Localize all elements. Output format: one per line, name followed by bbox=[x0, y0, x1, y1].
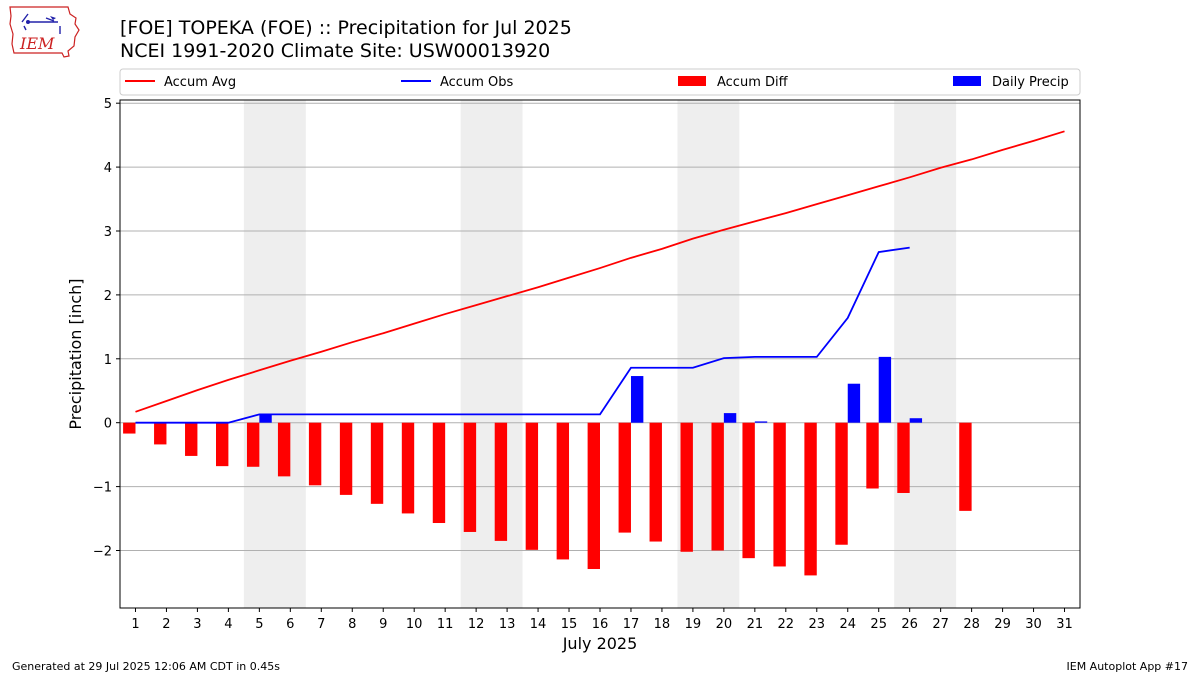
accum-diff-bar bbox=[494, 422, 508, 541]
x-tick-label: 20 bbox=[716, 617, 733, 632]
accum-diff-bar bbox=[525, 422, 539, 550]
daily-precip-bar bbox=[754, 421, 768, 423]
y-tick-label: 3 bbox=[104, 225, 112, 240]
accum-diff-bar bbox=[123, 422, 136, 434]
y-tick-label: 0 bbox=[104, 417, 112, 432]
x-tick-label: 14 bbox=[530, 617, 547, 632]
accum-diff-bar bbox=[680, 422, 693, 552]
y-tick-label: 4 bbox=[104, 161, 112, 176]
plot-frame bbox=[119, 99, 1081, 609]
accum-diff-bar bbox=[897, 422, 910, 493]
x-tick-label: 7 bbox=[317, 617, 325, 632]
daily-precip-bar bbox=[878, 356, 892, 423]
daily-precip-bar bbox=[630, 376, 644, 423]
accum-diff-bar bbox=[432, 422, 446, 524]
x-tick-label: 2 bbox=[162, 617, 170, 632]
accum-obs-line bbox=[135, 246, 910, 424]
x-tick-label: 27 bbox=[932, 617, 949, 632]
legend-label: Daily Precip bbox=[992, 75, 1069, 90]
y-tick-label: −2 bbox=[93, 544, 112, 559]
daily-precip-bar bbox=[723, 413, 737, 423]
accum-diff-bar bbox=[370, 422, 384, 504]
iowa-state-outline-icon bbox=[9, 6, 80, 58]
legend-box bbox=[119, 68, 1081, 96]
y-tick-label: −1 bbox=[93, 481, 112, 496]
x-tick-label: 8 bbox=[348, 617, 356, 632]
x-tick-label: 23 bbox=[809, 617, 826, 632]
x-tick-label: 21 bbox=[747, 617, 764, 632]
generated-timestamp: Generated at 29 Jul 2025 12:06 AM CDT in… bbox=[12, 660, 280, 673]
accum-diff-bar bbox=[246, 422, 260, 467]
x-tick-label: 18 bbox=[654, 617, 671, 632]
x-tick-label: 15 bbox=[561, 617, 578, 632]
x-tick-label: 19 bbox=[685, 617, 702, 632]
accum-avg-line bbox=[135, 130, 1065, 413]
weekend-band bbox=[243, 100, 306, 608]
accum-diff-bar bbox=[308, 422, 322, 486]
accum-diff-bar bbox=[556, 422, 570, 560]
legend-label: Accum Diff bbox=[717, 75, 789, 90]
y-axis-label: Precipitation [inch] bbox=[66, 278, 85, 429]
y-tick-label: 2 bbox=[104, 289, 112, 304]
accum-diff-bar bbox=[959, 422, 972, 511]
legend-label: Accum Avg bbox=[164, 75, 236, 90]
chart-legend: Accum Avg Accum Obs Accum Diff Daily Precip bbox=[119, 68, 1081, 96]
x-tick-label: 24 bbox=[839, 617, 856, 632]
x-tick-label: 1 bbox=[131, 617, 139, 632]
accum-diff-bar bbox=[463, 422, 477, 532]
x-tick-label: 26 bbox=[901, 617, 918, 632]
x-tick-label: 10 bbox=[406, 617, 423, 632]
accum-diff-bar bbox=[401, 422, 415, 514]
accum-diff-bar bbox=[216, 422, 229, 467]
accum-diff-bar bbox=[587, 422, 600, 570]
x-tick-label: 11 bbox=[437, 617, 454, 632]
accum-diff-bar bbox=[339, 422, 353, 495]
accum-diff-bar bbox=[835, 422, 848, 545]
x-tick-label: 13 bbox=[499, 617, 516, 632]
accum-diff-bar bbox=[804, 422, 817, 576]
legend-label: Accum Obs bbox=[440, 75, 513, 90]
logo-text: IEM bbox=[19, 34, 55, 53]
chart-subtitle: NCEI 1991-2020 Climate Site: USW00013920 bbox=[120, 40, 551, 62]
y-tick-label: 5 bbox=[104, 97, 112, 112]
legend-swatch bbox=[953, 76, 981, 86]
x-axis-label: July 2025 bbox=[562, 634, 638, 653]
x-tick-label: 9 bbox=[379, 617, 387, 632]
x-tick-label: 28 bbox=[963, 617, 980, 632]
x-tick-label: 17 bbox=[623, 617, 640, 632]
legend-swatch bbox=[678, 76, 706, 86]
x-tick-label: 5 bbox=[255, 617, 263, 632]
accum-diff-bar bbox=[185, 422, 198, 456]
x-tick-label: 4 bbox=[224, 617, 232, 632]
accum-diff-bar bbox=[742, 422, 755, 559]
x-tick-label: 3 bbox=[193, 617, 201, 632]
x-tick-label: 16 bbox=[592, 617, 609, 632]
accum-diff-bar bbox=[711, 422, 724, 551]
x-tick-label: 6 bbox=[286, 617, 294, 632]
accum-diff-bar bbox=[649, 422, 662, 542]
daily-precip-bar bbox=[847, 383, 861, 423]
x-tick-label: 22 bbox=[778, 617, 795, 632]
accum-diff-bar bbox=[618, 422, 631, 533]
x-tick-label: 29 bbox=[994, 617, 1011, 632]
accum-diff-bar bbox=[277, 422, 291, 477]
x-tick-label: 30 bbox=[1025, 617, 1042, 632]
x-tick-label: 25 bbox=[870, 617, 887, 632]
x-tick-label: 31 bbox=[1056, 617, 1073, 632]
iem-logo: IEM bbox=[6, 4, 82, 64]
accum-diff-bar bbox=[773, 422, 786, 567]
chart-title: [FOE] TOPEKA (FOE) :: Precipitation for … bbox=[120, 17, 572, 39]
x-tick-label: 12 bbox=[468, 617, 485, 632]
daily-precip-bar bbox=[909, 418, 923, 423]
y-tick-label: 1 bbox=[104, 353, 112, 368]
accum-diff-bar bbox=[154, 422, 167, 445]
app-credit: IEM Autoplot App #17 bbox=[1066, 660, 1189, 673]
accum-diff-bar bbox=[866, 422, 879, 489]
weekend-band bbox=[894, 100, 957, 608]
daily-precip-bar bbox=[259, 414, 272, 423]
